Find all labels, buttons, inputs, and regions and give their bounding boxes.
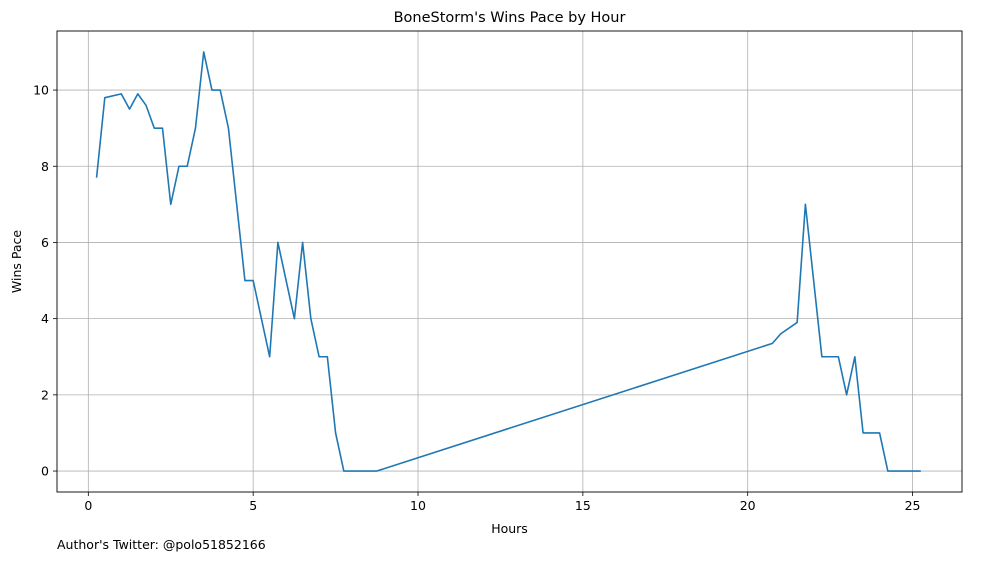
y-tick-label: 6 xyxy=(41,235,49,250)
y-tick-label: 10 xyxy=(33,83,49,98)
plot-frame xyxy=(56,30,963,493)
x-tick-label: 0 xyxy=(84,498,92,513)
author-footnote: Author's Twitter: @polo51852166 xyxy=(57,537,266,552)
x-tick-label: 15 xyxy=(575,498,591,513)
x-axis-label: Hours xyxy=(491,521,528,536)
y-tick-label: 8 xyxy=(41,159,49,174)
y-axis-label: Wins Pace xyxy=(9,230,24,293)
grid-lines xyxy=(57,31,962,492)
wins-pace-line xyxy=(95,51,921,472)
axis-ticks: 0 5 10 15 20 25 0 2 4 6 8 10 xyxy=(33,83,920,513)
y-tick-label: 4 xyxy=(41,311,49,326)
series-group xyxy=(95,51,921,472)
x-tick-label: 10 xyxy=(410,498,426,513)
x-tick-label: 5 xyxy=(249,498,257,513)
chart-title: BoneStorm's Wins Pace by Hour xyxy=(394,10,626,26)
y-tick-label: 0 xyxy=(41,464,49,479)
x-tick-label: 20 xyxy=(740,498,756,513)
y-tick-label: 2 xyxy=(41,387,49,402)
x-tick-label: 25 xyxy=(905,498,921,513)
